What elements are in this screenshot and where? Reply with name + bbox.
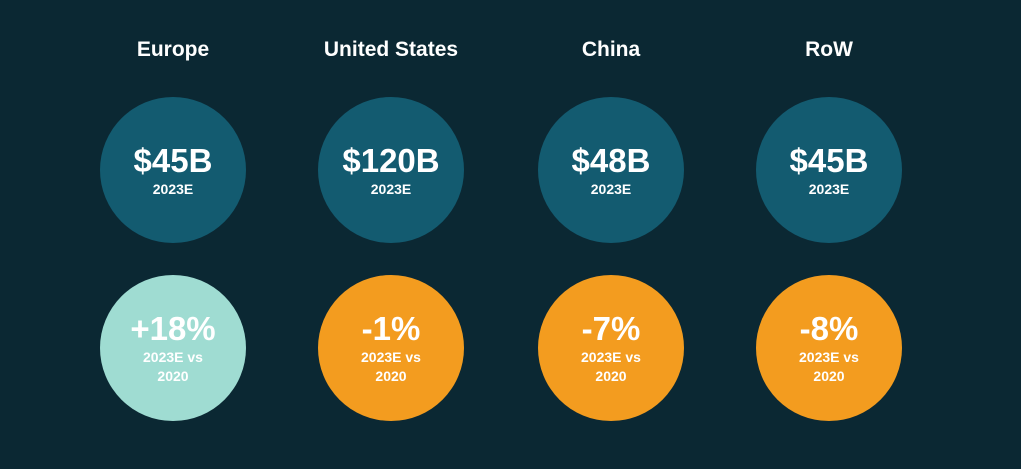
region-column: China $48B 2023E -7% 2023E vs 2020	[511, 0, 711, 469]
change-circle: -1% 2023E vs 2020	[318, 275, 464, 421]
change-label: 2023E vs 2020	[581, 349, 641, 384]
region-name: RoW	[805, 38, 853, 61]
change-label: 2023E vs 2020	[361, 349, 421, 384]
market-circle: $48B 2023E	[538, 97, 684, 243]
market-value: $45B	[789, 141, 869, 179]
market-circle: $45B 2023E	[756, 97, 902, 243]
change-circle: +18% 2023E vs 2020	[100, 275, 246, 421]
region-name: United States	[323, 38, 459, 61]
market-label: 2023E	[590, 180, 632, 197]
market-label: 2023E	[370, 180, 412, 197]
change-value: -7%	[581, 310, 641, 347]
region-name: China	[581, 38, 641, 61]
market-value: $48B	[571, 141, 651, 179]
change-value: -1%	[361, 310, 421, 347]
change-circle: -7% 2023E vs 2020	[538, 275, 684, 421]
region-name: Europe	[136, 38, 210, 61]
change-circle: -8% 2023E vs 2020	[756, 275, 902, 421]
market-value: $45B	[133, 141, 213, 179]
market-label: 2023E	[152, 180, 194, 197]
change-value: +18%	[130, 310, 216, 347]
region-column: Europe $45B 2023E +18% 2023E vs 2020	[73, 0, 273, 469]
market-label: 2023E	[808, 180, 850, 197]
change-label: 2023E vs 2020	[799, 349, 859, 384]
change-value: -8%	[799, 310, 859, 347]
market-circle: $45B 2023E	[100, 97, 246, 243]
change-label: 2023E vs 2020	[143, 349, 203, 384]
region-column: RoW $45B 2023E -8% 2023E vs 2020	[729, 0, 929, 469]
region-column: United States $120B 2023E -1% 2023E vs 2020	[291, 0, 491, 469]
market-value: $120B	[342, 141, 440, 179]
market-circle: $120B 2023E	[318, 97, 464, 243]
